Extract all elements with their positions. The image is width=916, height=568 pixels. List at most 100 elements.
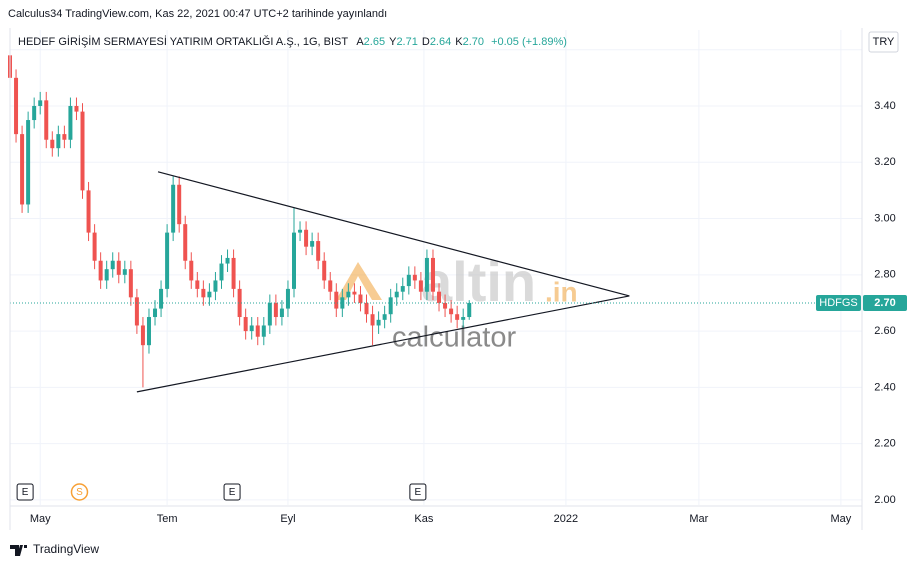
candle-body <box>183 224 188 261</box>
candle-body <box>394 291 399 298</box>
ohlc-value: 2.65 <box>364 36 385 48</box>
candle-body <box>165 232 170 289</box>
candle-body <box>153 308 158 318</box>
candle-body <box>364 302 369 315</box>
x-tick-label: Kas <box>414 513 433 525</box>
candle-body <box>56 134 61 149</box>
candle-body <box>304 229 309 247</box>
candle-body <box>406 274 411 287</box>
candle-body <box>26 120 31 205</box>
y-tick-label: 3.20 <box>874 156 895 168</box>
candle-body <box>159 288 164 309</box>
candle-body <box>424 257 429 292</box>
candle-body <box>273 302 278 318</box>
y-tick-label: 3.40 <box>874 100 895 112</box>
x-tick-label: May <box>830 513 851 525</box>
event-marker: E <box>223 483 241 501</box>
candle-body <box>412 274 417 281</box>
candle-body <box>255 325 260 337</box>
candle-body <box>316 241 321 261</box>
candle-body <box>430 257 435 292</box>
top-bar <box>0 0 916 28</box>
event-icon <box>70 483 89 501</box>
trendline <box>136 295 630 393</box>
candle-body <box>68 105 73 140</box>
event-label: S <box>76 487 83 498</box>
candle-body <box>279 308 284 318</box>
event-icon <box>16 483 34 501</box>
y-tick-label: 2.40 <box>874 381 895 393</box>
candle-body <box>116 260 121 275</box>
event-marker: S <box>70 483 89 501</box>
candle-body <box>243 317 248 332</box>
candle-body <box>455 314 460 320</box>
ohlc: A2.65 Y2.71 D2.64 K2.70 <box>356 36 484 48</box>
candle-body <box>213 280 218 292</box>
trendline <box>157 171 630 297</box>
candle-body <box>104 269 109 281</box>
ohlc-label: D <box>422 36 430 48</box>
candle-body <box>334 291 339 309</box>
ohlc-value: 2.71 <box>396 36 417 48</box>
change: +0.05 (+1.89%) <box>491 36 567 48</box>
candle-body <box>20 134 25 205</box>
event-label: E <box>415 487 422 498</box>
candle-body <box>467 302 472 318</box>
candle-body <box>285 288 290 309</box>
y-tick-label: 2.80 <box>874 269 895 281</box>
candle-body <box>376 319 381 326</box>
ohlc-label: Y <box>389 36 397 48</box>
candle-body <box>140 325 145 346</box>
price-tag: 2.70 <box>874 297 895 309</box>
candle-body <box>134 297 139 326</box>
candle-body <box>437 291 442 303</box>
candle-body <box>86 190 91 233</box>
event-label: E <box>22 487 29 498</box>
x-tick-label: Tem <box>157 513 178 525</box>
x-tick-label: Mar <box>689 513 708 525</box>
y-tick-label: 2.00 <box>874 494 895 506</box>
candle-body <box>400 286 405 292</box>
candle-body <box>128 269 133 298</box>
candle-body <box>358 294 363 303</box>
candle-body <box>62 134 67 140</box>
symbol-title: HEDEF GİRİŞİM SERMAYESİ YATIRIM ORTAKLIĞ… <box>18 35 348 48</box>
candle-body <box>171 184 176 233</box>
candle-body <box>298 229 303 233</box>
candle-body <box>32 105 37 121</box>
candle-body <box>177 184 182 225</box>
currency[interactable]: TRY <box>873 36 895 48</box>
candle-body <box>122 269 127 275</box>
candle-body <box>443 302 448 309</box>
candle-body <box>322 260 327 281</box>
candle-body <box>98 260 103 281</box>
candle-body <box>207 291 212 298</box>
event-label: E <box>229 487 236 498</box>
currency-button[interactable] <box>868 31 899 53</box>
candle-body <box>225 257 230 264</box>
candle-body <box>14 77 19 135</box>
ohlc-value: 2.64 <box>430 36 451 48</box>
candle-body <box>461 317 466 320</box>
candle-body <box>388 297 393 315</box>
footer-text: TradingView <box>33 542 99 556</box>
candle-body <box>195 280 200 289</box>
candle-body <box>292 232 296 289</box>
candle-body <box>261 325 266 337</box>
candle-body <box>328 280 333 292</box>
footer-logo <box>10 545 27 556</box>
event-marker: E <box>16 483 34 501</box>
event-icon <box>409 483 427 501</box>
symbol-tag: HDFGS <box>819 297 858 309</box>
price-tag-bg <box>863 294 907 311</box>
candle-body <box>418 280 423 292</box>
published-note: Calculus34 TradingView.com, Kas 22, 2021… <box>8 8 387 20</box>
candle-body <box>352 291 357 295</box>
watermark-icon <box>336 262 382 300</box>
symbol-tag-bg <box>816 294 861 311</box>
candle-body <box>370 314 375 326</box>
candle-body <box>80 111 85 191</box>
